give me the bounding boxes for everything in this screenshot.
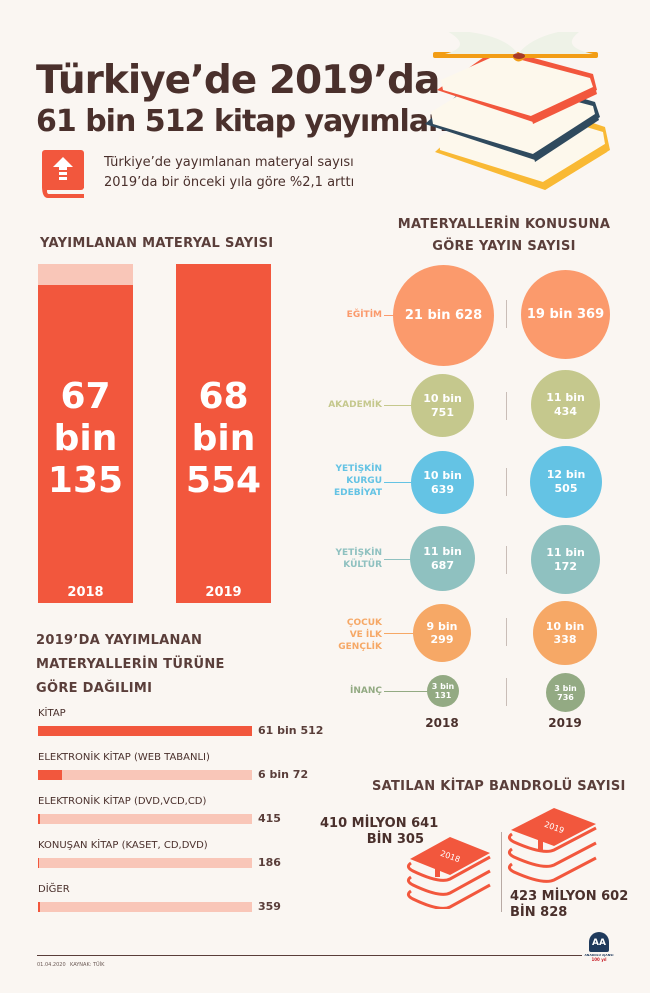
aa-logo-mark: AA xyxy=(589,932,609,952)
book-stack-2019-icon: 2019 xyxy=(506,808,601,884)
divider xyxy=(506,300,507,328)
subject-heading: MATERYALLERİN KONUSUNA GÖRE YAYIN SAYISI xyxy=(397,217,611,254)
bar-fill xyxy=(38,726,252,736)
subject-circle-kultur-2018: 11 bin 687 xyxy=(410,526,475,591)
material-count-heading: YAYIMLANAN MATERYAL SAYISI xyxy=(40,236,274,251)
type-value-diger: 359 xyxy=(258,900,281,913)
bandrol-heading: SATILAN KİTAP BANDROLÜ SAYISI xyxy=(372,779,626,794)
type-heading: 2019’DA YAYIMLANAN MATERYALLERİN TÜRÜNE … xyxy=(36,633,225,696)
subject-circle-cocuk-2019: 10 bin 338 xyxy=(533,601,597,665)
year-label-2018: 2018 xyxy=(425,716,459,730)
type-value-ekitap-web: 6 bin 72 xyxy=(258,768,309,781)
divider xyxy=(506,468,507,496)
type-value-konusan-kitap: 186 xyxy=(258,856,281,869)
bandrol-value-2019: 423 MİLYON 602 BİN 828 xyxy=(510,889,629,920)
footer-divider xyxy=(37,955,582,956)
type-bar-ekitap-dvd xyxy=(38,814,252,824)
subject-circle-akademik-2018: 10 bin 751 xyxy=(411,374,474,437)
arrow xyxy=(384,315,394,316)
type-bar-kitap xyxy=(38,726,252,736)
subject-circle-kultur-2019: 11 bin 172 xyxy=(531,525,600,594)
subject-circle-egitim-2018: 21 bin 628 xyxy=(393,265,494,366)
arrow xyxy=(384,405,412,406)
material-bar-2018: 67 bin 135 2018 xyxy=(38,264,133,603)
book-stack-2018-icon: 2018 xyxy=(405,837,495,910)
category-label-yetiskin-kurgu: YETİŞKİN KURGU EDEBİYAT xyxy=(333,464,382,498)
subject-circle-inanc-2019: 3 bin 736 xyxy=(546,673,585,712)
type-bar-konusan-kitap xyxy=(38,858,252,868)
book-arrow-up-icon xyxy=(42,150,86,198)
arrow xyxy=(384,691,428,692)
divider xyxy=(506,618,507,646)
category-label-egitim: EĞİTİM xyxy=(346,310,382,320)
page-title-line1: Türkiye’de 2019’da xyxy=(36,58,440,103)
bar-value: 67 bin 135 xyxy=(47,376,124,501)
divider xyxy=(501,832,502,912)
category-label-inanc: İNANÇ xyxy=(350,686,382,696)
year-label-2019: 2019 xyxy=(548,716,582,730)
subject-circle-cocuk-2018: 9 bin 299 xyxy=(413,604,471,662)
bar-value: 68 bin 554 xyxy=(185,376,262,501)
type-label-ekitap-web: ELEKTRONİK KİTAP (WEB TABANLI) xyxy=(38,752,210,763)
subtitle-line2: 2019’da bir önceki yıla göre %2,1 arttı xyxy=(104,175,355,190)
subject-circle-kurgu-2018: 10 bin 639 xyxy=(411,451,474,514)
type-label-diger: DİĞER xyxy=(38,884,70,895)
category-label-cocuk: ÇOCUK VE İLK GENÇLİK xyxy=(338,618,382,652)
divider xyxy=(506,392,507,420)
type-value-kitap: 61 bin 512 xyxy=(258,724,324,737)
bandrol-value-2018: 410 MİLYON 641 BİN 305 xyxy=(320,816,439,847)
type-value-ekitap-dvd: 415 xyxy=(258,812,281,825)
bar-year: 2018 xyxy=(67,585,104,600)
subject-circle-inanc-2018: 3 bin 131 xyxy=(427,675,459,707)
type-bar-ekitap-web xyxy=(38,770,252,780)
arrow xyxy=(384,559,412,560)
bar-fill xyxy=(38,902,40,912)
arrow xyxy=(384,482,412,483)
bar-gap-indicator xyxy=(38,264,133,285)
book-stack-illustration xyxy=(425,28,610,192)
aa-anniversary: 100 yıl xyxy=(591,957,607,962)
bar-fill xyxy=(38,814,40,824)
subject-circle-egitim-2019: 19 bin 369 xyxy=(521,270,610,359)
divider xyxy=(506,546,507,574)
bar-fill xyxy=(38,858,39,868)
subtitle: Türkiye’de yayımlanan materyal sayısı 20… xyxy=(104,153,384,193)
subject-circle-kurgu-2019: 12 bin 505 xyxy=(530,446,602,518)
subtitle-line1: Türkiye’de yayımlanan materyal sayısı xyxy=(104,155,354,170)
bar-fill xyxy=(38,770,62,780)
footer-date: 01.04.2020 xyxy=(37,962,66,968)
subject-circle-akademik-2019: 11 bin 434 xyxy=(531,370,600,439)
aa-logo-text: ANADOLU AJANSI xyxy=(584,953,614,957)
bar-year: 2019 xyxy=(205,585,242,600)
anadolu-ajansi-logo: AA ANADOLU AJANSI 100 yıl xyxy=(582,932,616,968)
type-label-konusan-kitap: KONUŞAN KİTAP (KASET, CD,DVD) xyxy=(38,840,208,851)
type-label-ekitap-dvd: ELEKTRONİK KİTAP (DVD,VCD,CD) xyxy=(38,796,207,807)
page-title-line2: 61 bin 512 kitap yayımlandı xyxy=(36,104,479,139)
category-label-akademik: AKADEMİK xyxy=(328,400,382,410)
type-label-kitap: KİTAP xyxy=(38,708,66,719)
category-label-yetiskin-kultur: YETİŞKİN KÜLTÜR xyxy=(335,548,383,570)
material-bar-2019: 68 bin 554 2019 xyxy=(176,264,271,603)
type-bar-diger xyxy=(38,902,252,912)
footer-source: KAYNAK: TÜİK xyxy=(70,962,105,968)
arrow xyxy=(384,633,414,634)
divider xyxy=(506,678,507,706)
